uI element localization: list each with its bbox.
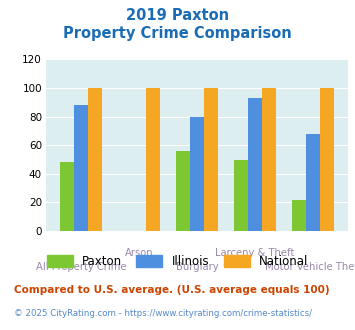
Bar	[262, 88, 276, 231]
Bar	[204, 88, 218, 231]
Bar	[234, 159, 248, 231]
Bar	[60, 162, 74, 231]
Text: Motor Vehicle Theft: Motor Vehicle Theft	[265, 262, 355, 272]
Bar	[190, 116, 204, 231]
Text: Arson: Arson	[125, 248, 153, 258]
Text: All Property Crime: All Property Crime	[36, 262, 126, 272]
Text: Compared to U.S. average. (U.S. average equals 100): Compared to U.S. average. (U.S. average …	[14, 285, 330, 295]
Bar	[176, 151, 190, 231]
Bar	[292, 200, 306, 231]
Text: 2019 Paxton: 2019 Paxton	[126, 8, 229, 23]
Bar	[306, 134, 320, 231]
Bar	[248, 98, 262, 231]
Legend: Paxton, Illinois, National: Paxton, Illinois, National	[42, 250, 313, 273]
Text: Property Crime Comparison: Property Crime Comparison	[63, 26, 292, 41]
Bar	[88, 88, 102, 231]
Bar	[74, 105, 88, 231]
Bar	[146, 88, 160, 231]
Text: Burglary: Burglary	[176, 262, 218, 272]
Bar	[320, 88, 334, 231]
Text: © 2025 CityRating.com - https://www.cityrating.com/crime-statistics/: © 2025 CityRating.com - https://www.city…	[14, 309, 312, 317]
Text: Larceny & Theft: Larceny & Theft	[215, 248, 295, 258]
